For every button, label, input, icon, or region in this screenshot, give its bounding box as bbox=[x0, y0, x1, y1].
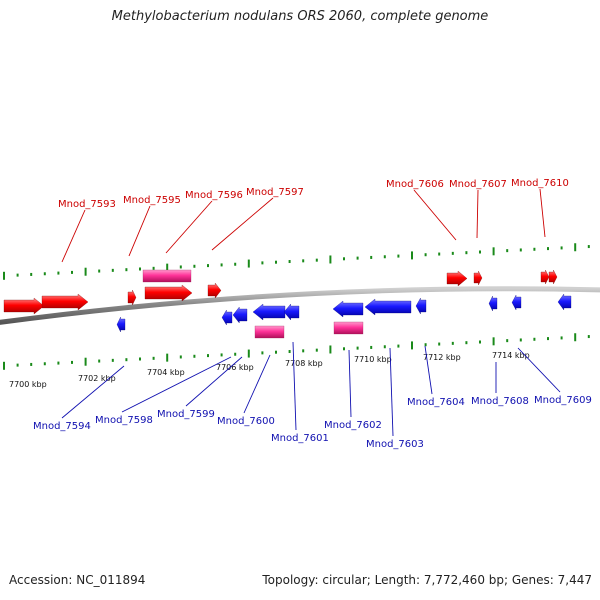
gene-label: Mnod_7601 bbox=[271, 433, 329, 444]
gene-label: Mnod_7596 bbox=[185, 190, 243, 201]
gene-label: Mnod_7593 bbox=[58, 199, 116, 210]
gene-leader-line bbox=[61, 365, 125, 419]
genome-title: Methylobacterium nodulans ORS 2060, comp… bbox=[111, 9, 489, 24]
reverse-gene bbox=[221, 309, 233, 326]
gene-label: Mnod_7594 bbox=[33, 421, 91, 432]
gene-leader-line bbox=[389, 347, 394, 437]
gene-label: Mnod_7607 bbox=[449, 179, 507, 190]
rna-gene bbox=[142, 269, 192, 283]
gene-leader-line bbox=[211, 197, 274, 251]
reverse-gene bbox=[332, 300, 364, 318]
scale-label: 7706 kbp bbox=[216, 363, 254, 372]
accession-text: Accession: NC_011894 bbox=[9, 573, 146, 587]
gene-label: Mnod_7606 bbox=[386, 179, 444, 190]
gene-label: Mnod_7604 bbox=[407, 397, 465, 408]
gene-label: Mnod_7597 bbox=[246, 187, 304, 198]
reverse-gene bbox=[488, 295, 498, 312]
reverse-gene bbox=[232, 306, 248, 324]
gene-leader-line bbox=[413, 189, 457, 241]
rna-gene bbox=[254, 325, 285, 339]
forward-gene bbox=[3, 297, 45, 315]
scale-label: 7702 kbp bbox=[78, 374, 116, 383]
scale-label: 7712 kbp bbox=[423, 353, 461, 362]
gene-leader-line bbox=[185, 356, 243, 407]
gene-leader-line bbox=[292, 341, 297, 431]
gene-label: Mnod_7610 bbox=[511, 178, 569, 189]
genome-summary-text: Topology: circular; Length: 7,772,460 bp… bbox=[262, 573, 592, 587]
gene-leader-line bbox=[348, 349, 352, 418]
reverse-gene bbox=[116, 316, 126, 333]
scale-label: 7704 kbp bbox=[147, 368, 185, 377]
gene-label: Mnod_7609 bbox=[534, 395, 592, 406]
forward-gene bbox=[540, 269, 550, 285]
genome-backbone bbox=[0, 286, 600, 325]
gene-leader-line bbox=[165, 200, 213, 254]
gene-label: Mnod_7598 bbox=[95, 415, 153, 426]
gene-label: Mnod_7600 bbox=[217, 416, 275, 427]
gene-leader-line bbox=[128, 205, 151, 257]
gene-leader-line bbox=[121, 356, 232, 413]
gene-leader-line bbox=[243, 354, 271, 414]
gene-leader-line bbox=[517, 347, 561, 393]
gene-label: Mnod_7599 bbox=[157, 409, 215, 420]
reverse-gene bbox=[511, 294, 522, 311]
forward-gene bbox=[446, 270, 468, 287]
forward-gene bbox=[41, 293, 89, 311]
reverse-gene bbox=[557, 293, 572, 311]
gene-leader-line bbox=[61, 209, 86, 263]
reverse-gene bbox=[283, 303, 300, 321]
reverse-gene bbox=[415, 297, 427, 315]
forward-gene bbox=[473, 270, 483, 286]
scale-label: 7700 kbp bbox=[9, 380, 47, 389]
gene-leader-line bbox=[476, 189, 479, 239]
scale-label: 7714 kbp bbox=[492, 351, 530, 360]
gene-label: Mnod_7603 bbox=[366, 439, 424, 450]
scale-label: 7708 kbp bbox=[285, 359, 323, 368]
reverse-gene bbox=[364, 298, 412, 316]
rna-gene bbox=[333, 321, 364, 335]
gene-label: Mnod_7608 bbox=[471, 396, 529, 407]
scale-label: 7710 kbp bbox=[354, 355, 392, 364]
forward-gene bbox=[207, 282, 222, 299]
forward-gene bbox=[127, 289, 137, 306]
gene-leader-line bbox=[424, 345, 433, 395]
gene-label: Mnod_7602 bbox=[324, 420, 382, 431]
forward-gene bbox=[144, 284, 193, 302]
reverse-gene bbox=[252, 303, 286, 321]
forward-gene bbox=[548, 269, 558, 285]
gene-label: Mnod_7595 bbox=[123, 195, 181, 206]
gene-leader-line bbox=[539, 188, 546, 238]
